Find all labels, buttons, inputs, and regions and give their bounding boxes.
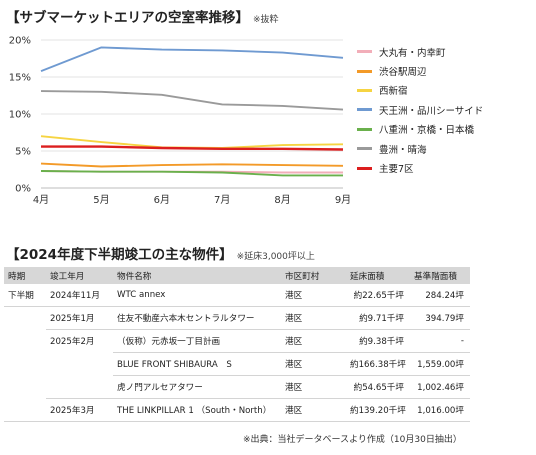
legend-swatch <box>357 108 372 112</box>
legend-item: 大丸有・内幸町 <box>357 42 483 61</box>
cell-ward: 港区 <box>281 284 346 307</box>
legend-label: 渋谷駅周辺 <box>379 67 427 79</box>
legend-swatch <box>357 69 372 73</box>
table-row: 2025年1月 住友不動産六本木セントラルタワー 港区 約9.71千坪 394.… <box>4 306 470 330</box>
table-header-row: 時期 竣工年月 物件名称 市区町村 延床面積 基準階面積 <box>4 267 470 284</box>
chart-title: 【サブマーケットエリアの空室率推移】 <box>6 10 249 26</box>
properties-table: 時期 竣工年月 物件名称 市区町村 延床面積 基準階面積 下半期 2024年11… <box>4 267 470 422</box>
cell-floor-area: 約139.20千坪 <box>346 398 410 422</box>
legend-label: 大丸有・内幸町 <box>379 47 446 59</box>
legend-swatch <box>357 147 372 151</box>
cell-completion <box>46 375 113 399</box>
table-row: 2025年2月 （仮称）元赤坂一丁目計画 港区 約9.38千坪 - <box>4 329 470 353</box>
y-tick-label: 10% <box>9 110 31 121</box>
cell-property-name: （仮称）元赤坂一丁目計画 <box>113 329 281 353</box>
series-line <box>40 170 343 177</box>
cell-typical-floor: 394.79坪 <box>410 306 470 330</box>
legend-label: 八重洲・京橋・日本橋 <box>379 125 475 137</box>
source-note: ※出典：当社データベースより作成（10月30日抽出） <box>243 435 462 445</box>
legend-label: 主要7区 <box>379 164 414 176</box>
vacancy-rate-line-chart: 0% 5% 10% 15% 20% 4月 5月 6月 7月 8月 9月 <box>9 36 351 207</box>
cell-typical-floor: 1,002.46坪 <box>410 375 470 399</box>
cell-period <box>4 353 46 376</box>
header-property-name: 物件名称 <box>113 267 281 284</box>
x-tick-label: 7月 <box>214 194 230 206</box>
legend-item: 渋谷駅周辺 <box>357 61 483 80</box>
cell-period <box>4 307 46 330</box>
legend-swatch <box>357 127 372 131</box>
y-tick-label: 5% <box>15 147 31 158</box>
legend-swatch <box>357 166 372 170</box>
cell-floor-area: 約9.71千坪 <box>346 306 410 330</box>
cell-typical-floor: 1,016.00坪 <box>410 398 470 422</box>
cell-floor-area: 約9.38千坪 <box>346 329 410 353</box>
table-row: 下半期 2024年11月 WTC annex 港区 約22.65千坪 284.2… <box>4 284 470 307</box>
legend-swatch <box>357 50 372 54</box>
cell-period: 下半期 <box>4 284 46 307</box>
x-tick-label: 6月 <box>154 194 170 206</box>
series-line <box>40 90 344 111</box>
legend-item: 天王洲・品川シーサイド <box>357 100 483 119</box>
cell-property-name: WTC annex <box>113 284 281 307</box>
header-typical-floor: 基準階面積 <box>410 267 470 284</box>
cell-ward: 港区 <box>281 306 346 330</box>
series-line <box>40 162 344 168</box>
legend-item: 西新宿 <box>357 81 483 100</box>
cell-completion: 2025年2月 <box>50 337 95 348</box>
series-line <box>41 145 344 151</box>
x-tick-label: 9月 <box>335 194 351 206</box>
header-ward: 市区町村 <box>281 267 346 284</box>
cell-ward: 港区 <box>281 398 346 422</box>
legend-item: 主要7区 <box>357 158 483 177</box>
cell-floor-area: 約22.65千坪 <box>346 284 410 307</box>
cell-ward: 港区 <box>281 375 346 399</box>
cell-property-name: BLUE FRONT SHIBAURA S <box>113 352 281 376</box>
x-tick-label: 4月 <box>33 194 49 206</box>
cell-ward: 港区 <box>281 329 346 353</box>
header-period: 時期 <box>4 267 46 284</box>
x-tick-label: 5月 <box>93 194 109 206</box>
cell-property-name: THE LINKPILLAR 1 （South・North） <box>113 398 281 422</box>
legend-label: 豊洲・晴海 <box>379 144 427 156</box>
cell-floor-area: 約54.65千坪 <box>346 375 410 399</box>
y-tick-label: 15% <box>9 73 31 84</box>
y-tick-label: 0% <box>15 184 31 195</box>
cell-completion: 2025年3月 <box>46 398 113 422</box>
cell-typical-floor: - <box>410 329 470 353</box>
header-floor-area: 延床面積 <box>346 267 410 284</box>
cell-floor-area: 約166.38千坪 <box>346 352 410 376</box>
cell-typical-floor: 1,559.00坪 <box>410 352 470 376</box>
cell-period <box>4 330 46 353</box>
cell-ward: 港区 <box>281 352 346 376</box>
legend-label: 天王洲・品川シーサイド <box>379 105 484 117</box>
legend-swatch <box>357 88 372 92</box>
cell-period <box>4 376 46 399</box>
table-row: 2025年3月 THE LINKPILLAR 1 （South・North） 港… <box>4 398 470 422</box>
chart-title-row: 【サブマーケットエリアの空室率推移】 ※抜粋 <box>6 6 279 26</box>
cell-completion: 2024年11月 <box>46 284 113 307</box>
table-row: BLUE FRONT SHIBAURA S 港区 約166.38千坪 1,559… <box>4 352 470 376</box>
chart-legend: 大丸有・内幸町 渋谷駅周辺西新宿天王洲・品川シーサイド 八重洲・京橋・日本橋 豊洲・晴… <box>357 42 483 178</box>
cell-completion: 2025年1月 <box>46 306 113 330</box>
cell-property-name: 虎ノ門アルセアタワー <box>113 375 281 399</box>
chart-title-note: ※抜粋 <box>253 15 279 25</box>
cell-property-name: 住友不動産六本木セントラルタワー <box>113 306 281 330</box>
cell-period <box>4 398 46 422</box>
legend-item: 八重洲・京橋・日本橋 <box>357 120 483 139</box>
cell-typical-floor: 284.24坪 <box>410 284 470 307</box>
table-title-row: 【2024年度下半期竣工の主な物件】 ※延床3,000坪以上 <box>6 243 315 263</box>
x-tick-label: 8月 <box>274 194 290 206</box>
cell-completion <box>46 353 113 376</box>
table-title-note: ※延床3,000坪以上 <box>236 252 315 262</box>
legend-item: 豊洲・晴海 <box>357 139 483 158</box>
table-row: 虎ノ門アルセアタワー 港区 約54.65千坪 1,002.46坪 <box>4 375 470 399</box>
table-title: 【2024年度下半期竣工の主な物件】 <box>6 247 233 263</box>
header-completion: 竣工年月 <box>46 267 113 284</box>
series-line <box>40 46 344 72</box>
y-tick-label: 20% <box>9 36 31 47</box>
legend-label: 西新宿 <box>379 86 408 98</box>
